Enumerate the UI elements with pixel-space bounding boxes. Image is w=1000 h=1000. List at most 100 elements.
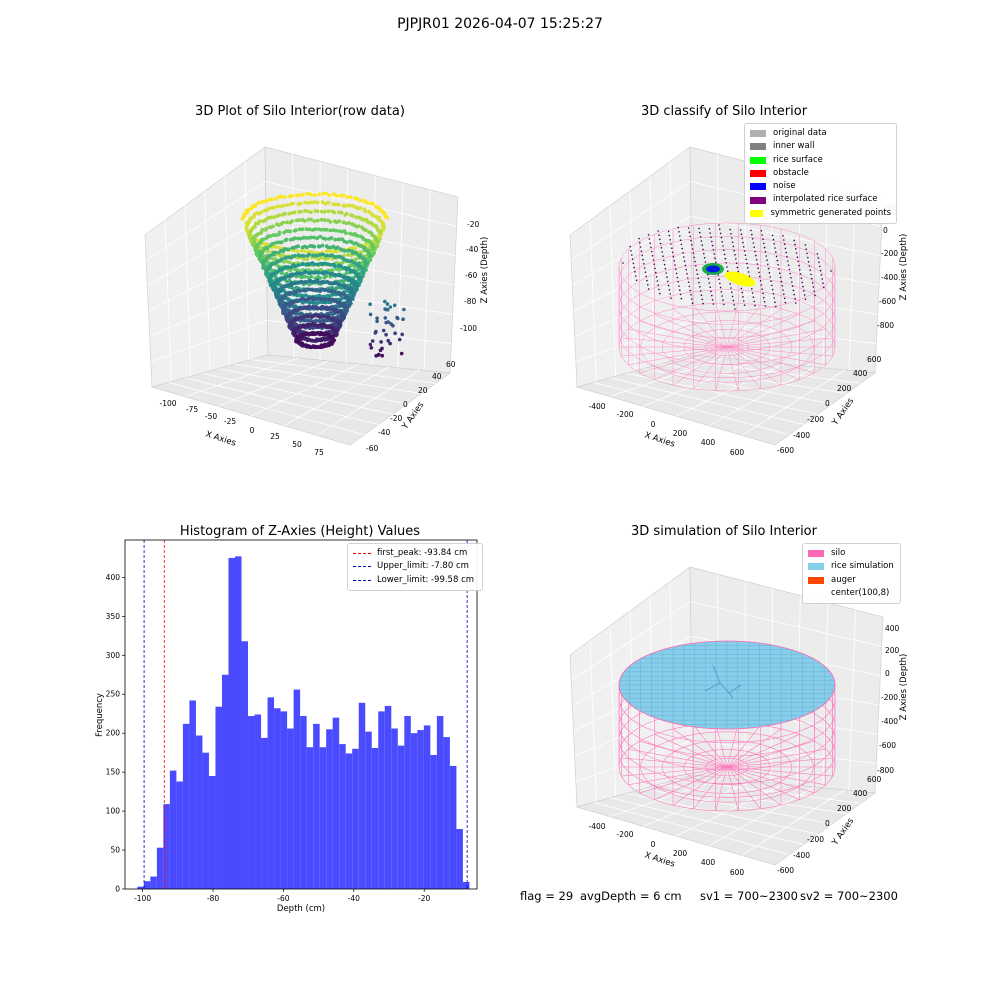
raw-point (288, 229, 293, 234)
classify-dot (691, 248, 694, 250)
simulation-x-tick: 0 (651, 840, 656, 849)
classify-dot (689, 289, 691, 292)
classify-dot (787, 264, 790, 266)
silo-floor-spoke (715, 346, 728, 391)
simulation-y-tick: 200 (837, 804, 852, 813)
histogram-y-tick: 400 (106, 573, 121, 582)
histogram-bar (339, 744, 346, 889)
classify-dot (803, 290, 805, 292)
classify-dot (679, 289, 681, 291)
raw-point (338, 323, 343, 328)
raw-point (322, 218, 327, 222)
silo-floor-spoke (726, 740, 815, 768)
raw-point (302, 249, 307, 253)
classify-y-tick: -400 (793, 431, 810, 440)
raw-plot-title: 3D Plot of Silo Interior(row data) (195, 104, 405, 119)
raw-point (331, 192, 336, 197)
classify-dot (819, 265, 821, 268)
raw-point (290, 219, 294, 224)
classify-z-tick: -200 (881, 249, 898, 258)
classify-dot (751, 238, 754, 240)
classify-dot (743, 304, 746, 306)
classify-dot (721, 241, 723, 243)
classify-dot (718, 224, 720, 226)
simulation-z-tick: 400 (885, 624, 900, 633)
classify-dot (732, 245, 735, 248)
status-flag: flag = 29 (520, 889, 574, 903)
histogram-bar (241, 641, 249, 889)
classify-dot (740, 287, 743, 290)
raw-point (363, 262, 368, 266)
silo-floor-spoke (715, 723, 728, 768)
histogram-bar (384, 705, 392, 889)
classify-dot (790, 277, 792, 279)
raw-point (302, 293, 307, 298)
histogram-y-tick: 100 (106, 807, 121, 816)
classify-legend-item: noise (750, 180, 891, 193)
classify-dot (804, 298, 807, 300)
silo-floor-ring (705, 757, 749, 777)
classify-dot (741, 291, 743, 294)
classify-dot (723, 303, 725, 306)
classify-dot (717, 274, 719, 276)
classify-dot (756, 263, 759, 265)
histogram-bar (391, 728, 398, 889)
histogram-bar (189, 700, 196, 889)
silo-floor-spoke (621, 337, 728, 348)
classify-dot (690, 294, 692, 296)
classify-dot (763, 242, 765, 245)
status-avg-depth: avgDepth = 6 cm (580, 889, 682, 903)
raw-point (281, 220, 286, 225)
classify-dot (759, 280, 762, 282)
classify-dot (830, 270, 832, 272)
classify-dot (657, 230, 659, 232)
histogram-bar (313, 723, 320, 889)
raw-point (368, 253, 373, 258)
raw-point (385, 302, 390, 306)
classify-dot (659, 242, 662, 245)
raw-point (323, 257, 328, 261)
histogram-bar (215, 706, 222, 889)
classify-dot (783, 297, 786, 300)
raw-pane-left (144, 146, 269, 388)
raw-point (299, 249, 304, 253)
raw-point (332, 254, 337, 259)
status-sv2: sv2 = 700~2300 (800, 889, 898, 903)
classify-dot (684, 264, 687, 267)
raw-point (298, 236, 303, 241)
raw-point (309, 235, 314, 240)
silo-floor-spoke (639, 740, 728, 768)
raw-point (309, 192, 313, 197)
raw-point (280, 240, 284, 244)
classify-dot (688, 231, 691, 233)
pane-gridline (690, 601, 882, 647)
classify-legend-item: rice surface (750, 154, 891, 167)
raw-point (332, 210, 337, 215)
raw-x-tick: 0 (250, 426, 255, 435)
classify-dot (734, 254, 736, 256)
classify-legend-swatch (750, 130, 766, 138)
classify-dot (721, 295, 723, 297)
classify-legend-label: obstacle (773, 167, 809, 178)
raw-point (364, 242, 369, 247)
classify-dot (753, 246, 755, 248)
raw-point (315, 262, 320, 267)
classify-dot (822, 282, 824, 284)
simulation-legend: silo rice simulation auger center(100,8) (802, 543, 901, 605)
silo-floor-spoke (621, 757, 728, 768)
classify-dot (786, 256, 788, 258)
classify-dot (683, 260, 686, 262)
figure-suptitle: PJPJR01 2026-04-07 15:25:27 (397, 16, 603, 32)
classify-legend-item: obstacle (750, 167, 891, 180)
classify-dot (747, 267, 749, 269)
classify-dot (821, 278, 823, 280)
raw-point (367, 210, 372, 215)
classify-dot (801, 281, 803, 284)
histogram-x-label: Depth (cm) (277, 904, 325, 914)
raw-point (275, 204, 280, 209)
classify-y-tick: 400 (853, 369, 868, 378)
raw-point (319, 227, 323, 232)
simulation-y-tick: 400 (853, 789, 868, 798)
histogram-bar (176, 781, 183, 889)
raw-point (304, 227, 309, 231)
